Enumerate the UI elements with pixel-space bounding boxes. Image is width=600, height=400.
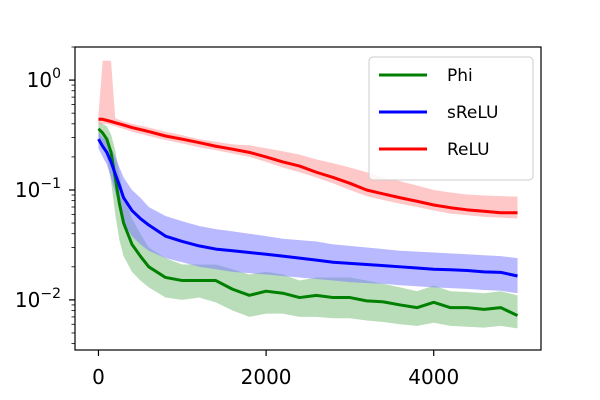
legend-label-phi: Phi [447, 66, 473, 86]
y-tick-label: 10−1 [15, 176, 61, 202]
legend: Phi sReLU ReLU [368, 56, 534, 181]
relu-line [98, 117, 518, 215]
y-axis: 100 10−1 10−2 [15, 46, 75, 345]
legend-label-srelu: sReLU [447, 103, 498, 123]
phi-band [98, 121, 518, 329]
x-tick-label: 2000 [241, 365, 292, 389]
y-tick-label: 10−2 [15, 286, 61, 312]
plot-area [97, 60, 519, 329]
series-lines [97, 117, 519, 317]
y-tick-label: 100 [27, 66, 61, 92]
x-tick-label: 0 [92, 365, 105, 389]
legend-label-relu: ReLU [447, 140, 490, 160]
x-axis: 0 2000 4000 [92, 350, 459, 389]
axes-frame [74, 46, 542, 351]
phi-line [97, 127, 519, 317]
srelu-band [98, 131, 518, 294]
srelu-line [97, 138, 518, 278]
x-tick-label: 4000 [408, 365, 459, 389]
